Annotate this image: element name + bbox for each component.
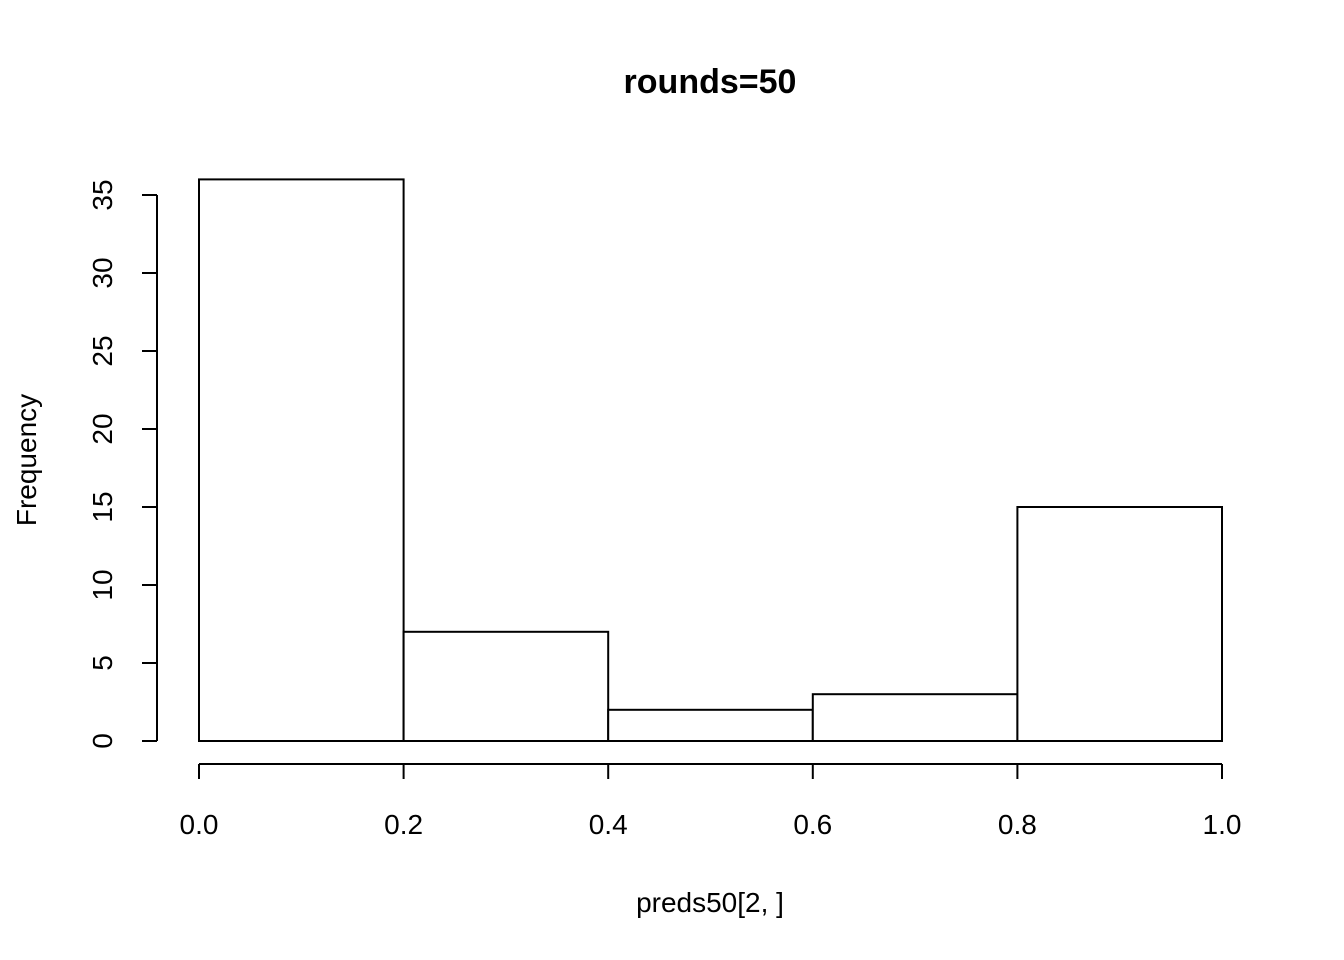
y-tick-label: 25 bbox=[87, 335, 118, 366]
y-tick-label: 15 bbox=[87, 491, 118, 522]
y-tick-label: 35 bbox=[87, 179, 118, 210]
histogram-bar bbox=[198, 178, 405, 742]
y-tick-label: 20 bbox=[87, 413, 118, 444]
histogram-bar bbox=[811, 693, 1019, 743]
x-tick-label: 0.0 bbox=[180, 809, 219, 840]
x-axis-label: preds50[2, ] bbox=[636, 887, 784, 918]
y-tick-label: 30 bbox=[87, 257, 118, 288]
y-axis-label: Frequency bbox=[11, 394, 42, 526]
histogram-bar bbox=[607, 708, 814, 742]
histogram-bar bbox=[1016, 506, 1224, 742]
y-tick-label: 5 bbox=[87, 655, 118, 671]
chart-title: rounds=50 bbox=[624, 63, 797, 101]
bars-group bbox=[198, 178, 1224, 743]
x-tick-label: 0.8 bbox=[998, 809, 1037, 840]
x-tick-label: 0.4 bbox=[589, 809, 628, 840]
y-axis: 0 5 10 15 20 25 30 35 bbox=[87, 179, 158, 749]
x-tick-label: 0.2 bbox=[384, 809, 423, 840]
histogram-bar bbox=[402, 630, 610, 742]
x-axis: 0.0 0.2 0.4 0.6 0.8 1.0 bbox=[180, 763, 1242, 840]
x-tick-label: 1.0 bbox=[1203, 809, 1242, 840]
y-tick-label: 10 bbox=[87, 569, 118, 600]
x-tick-label: 0.6 bbox=[793, 809, 832, 840]
y-tick-label: 0 bbox=[87, 733, 118, 749]
